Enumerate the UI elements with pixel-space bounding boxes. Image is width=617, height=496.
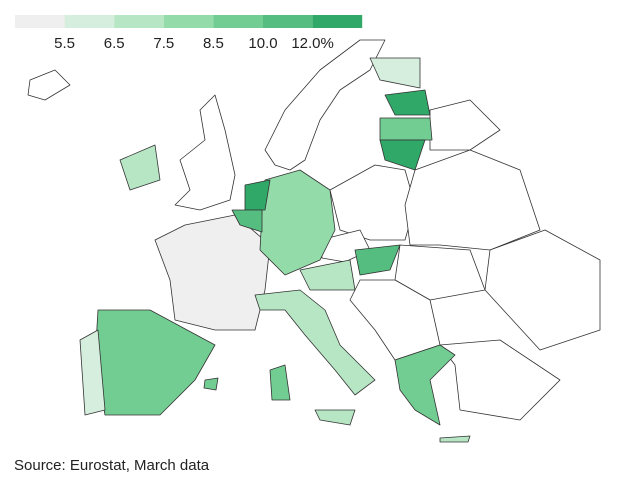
legend-label: 7.5: [153, 35, 174, 52]
legend-label: 5.5: [54, 35, 75, 52]
country: [244, 179, 271, 211]
legend-swatch: [163, 15, 214, 28]
country: [269, 364, 291, 401]
legend-swatch: [213, 15, 263, 28]
legend-swatch: [15, 15, 65, 28]
country: [27, 69, 71, 101]
country: [369, 57, 421, 89]
map-layer: [27, 39, 601, 443]
country: [119, 144, 161, 191]
country: [254, 289, 376, 396]
country: [394, 344, 456, 426]
country: [299, 259, 356, 291]
country: [429, 99, 501, 151]
legend-swatch: [114, 15, 164, 28]
country: [174, 94, 236, 211]
legend-swatch: [312, 15, 363, 28]
country: [379, 139, 426, 171]
country: [379, 117, 433, 141]
country: [329, 164, 416, 241]
legend-label: 12.0%: [291, 35, 334, 52]
country: [394, 244, 486, 301]
country: [259, 169, 336, 276]
legend: 5.5 6.5 7.5 8.5 10.0 12.0%: [15, 15, 363, 52]
legend-label: 6.5: [104, 35, 125, 52]
legend-label: 10.0: [248, 35, 277, 52]
country: [384, 89, 431, 116]
legend-swatch: [64, 15, 115, 28]
legend-label: 8.5: [203, 35, 224, 52]
country: [231, 209, 263, 233]
country: [314, 409, 356, 426]
country: [264, 39, 386, 171]
legend-swatch: [263, 15, 313, 28]
country: [79, 329, 106, 416]
country: [154, 214, 271, 331]
country: [484, 229, 601, 351]
country: [203, 377, 219, 391]
country: [354, 244, 401, 276]
country: [439, 435, 471, 443]
source-note: Source: Eurostat, March data: [14, 457, 210, 474]
country: [404, 149, 541, 251]
country: [439, 339, 561, 421]
